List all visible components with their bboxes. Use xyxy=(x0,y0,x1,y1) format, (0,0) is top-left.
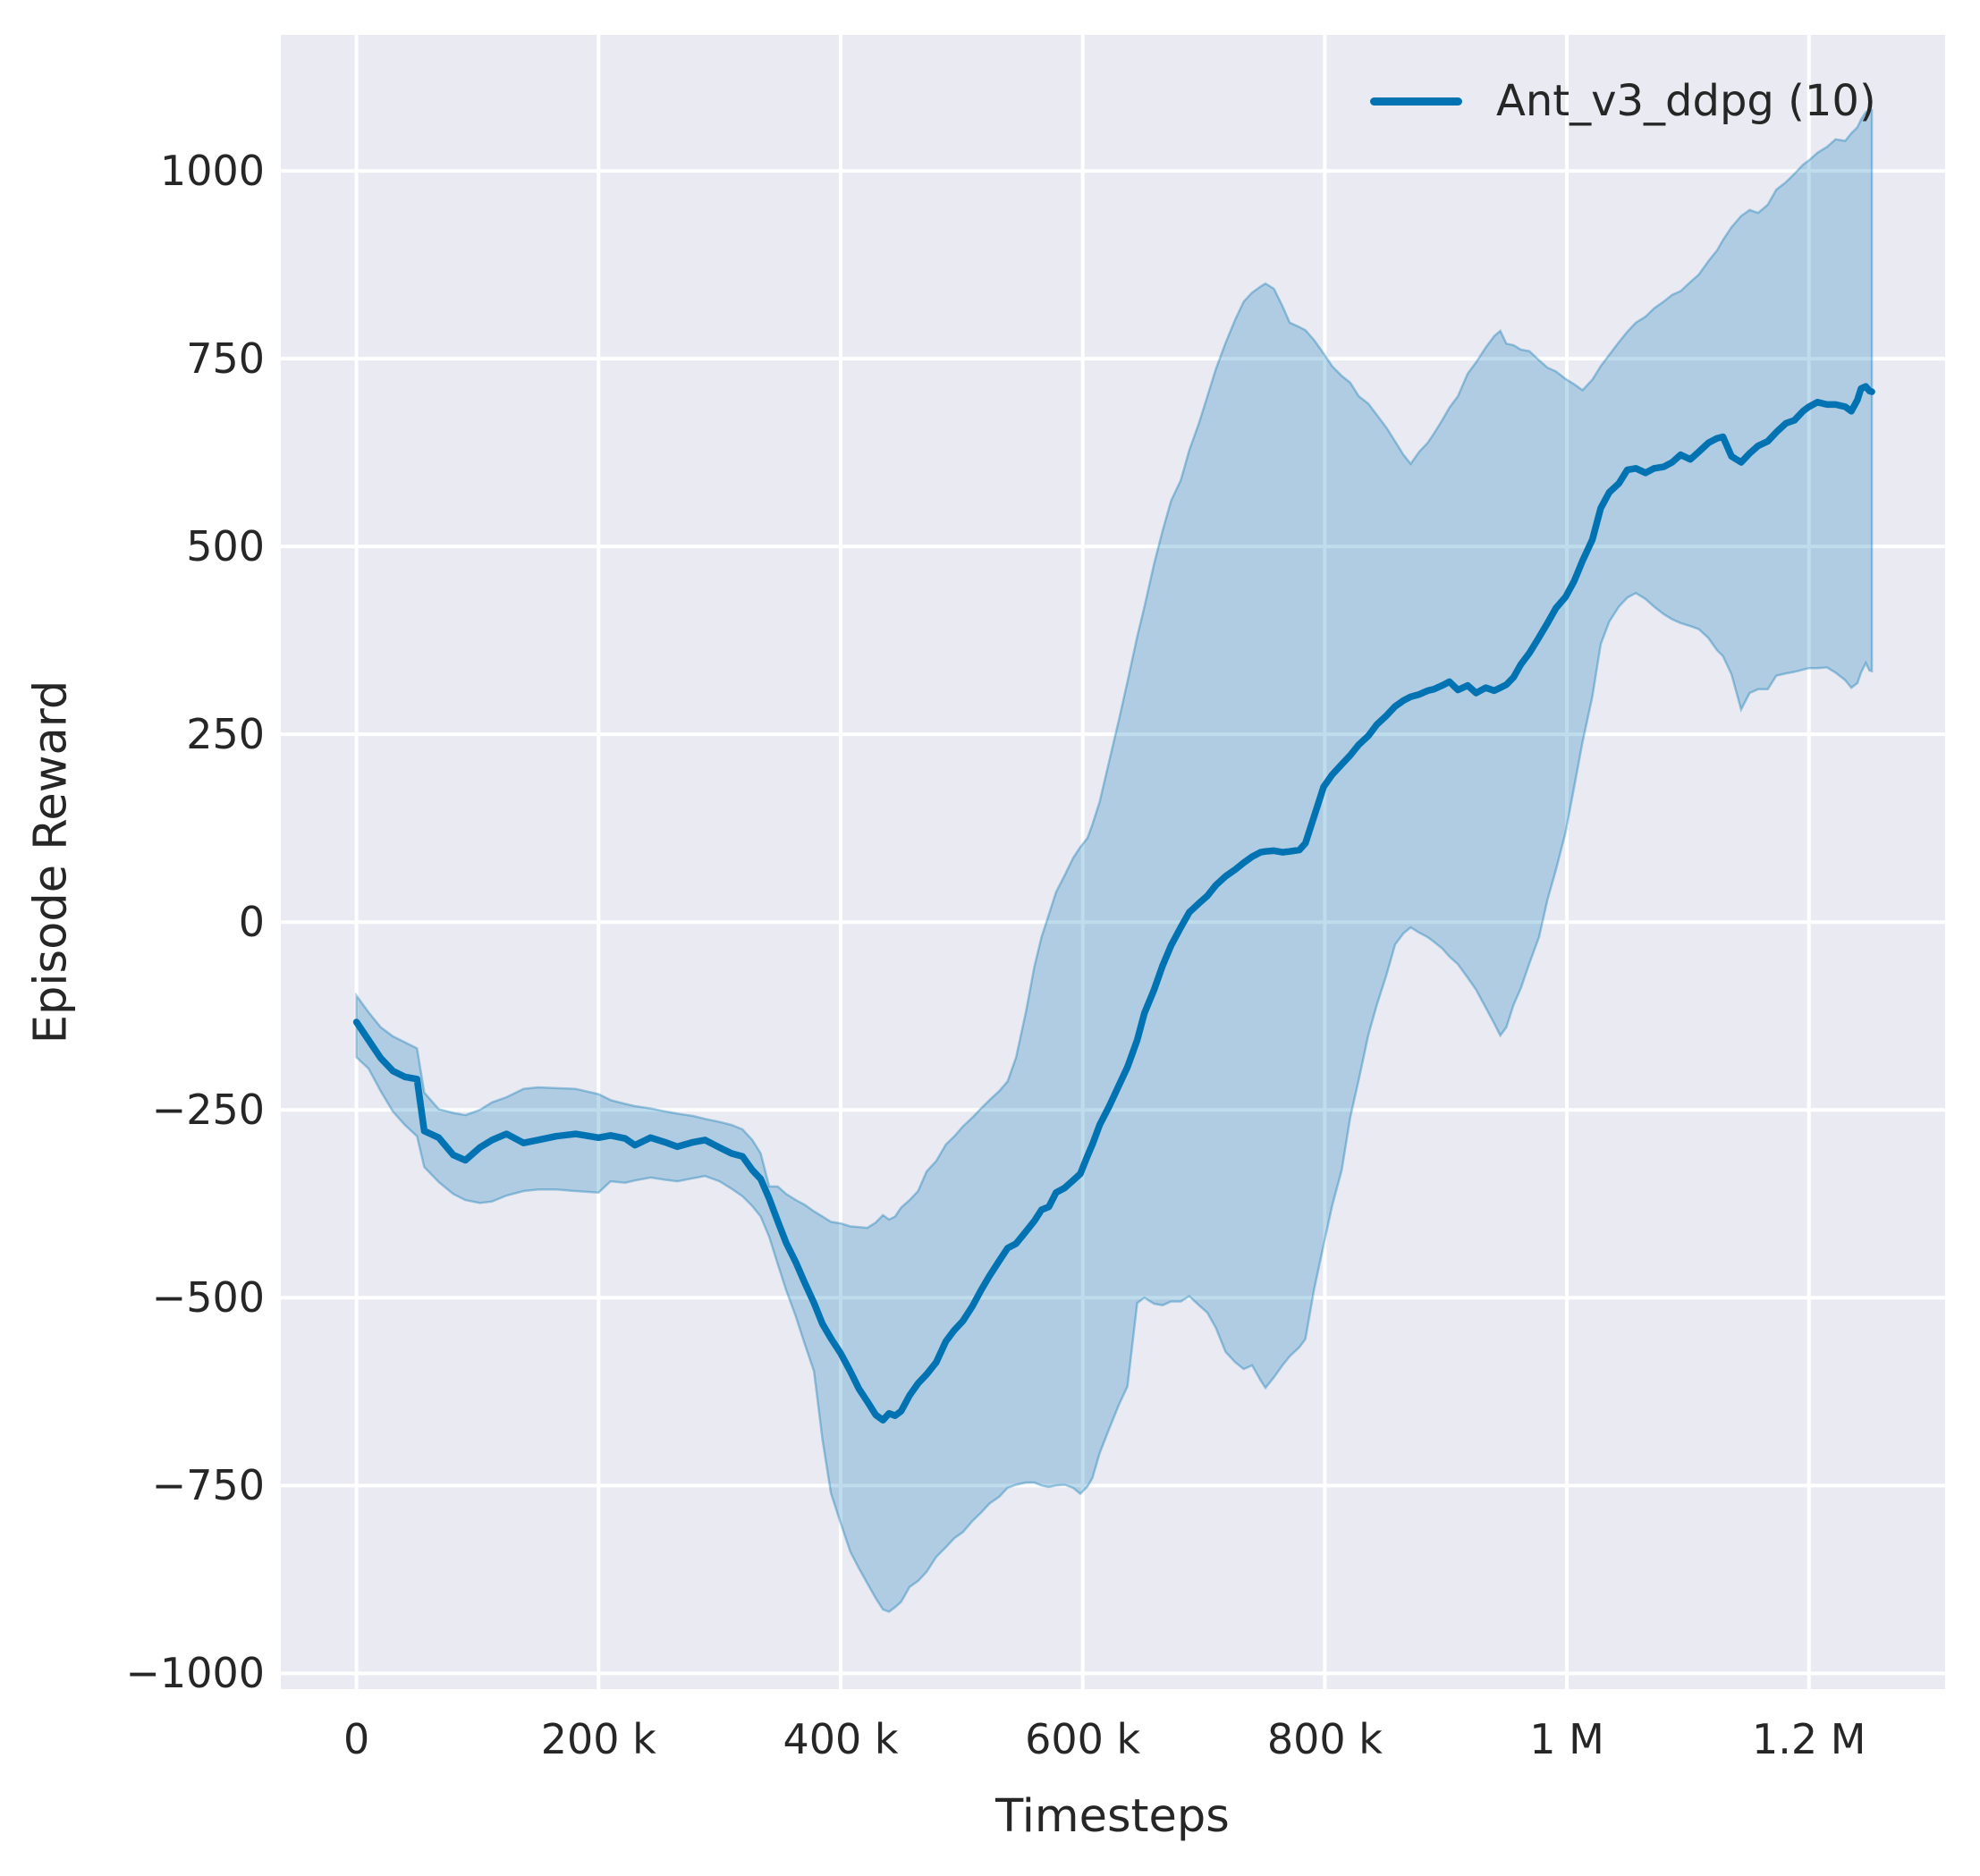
x-tick-label: 1.2 M xyxy=(1752,1715,1866,1763)
y-tick-label: −1000 xyxy=(125,1649,265,1698)
x-tick-label: 800 k xyxy=(1266,1715,1383,1763)
y-tick-label: 500 xyxy=(186,522,265,571)
x-axis-label: Timesteps xyxy=(995,1790,1230,1843)
x-tick-label: 1 M xyxy=(1529,1715,1604,1763)
y-tick-label: 750 xyxy=(186,334,265,384)
x-tick-label: 600 k xyxy=(1025,1715,1141,1763)
y-tick-label: 250 xyxy=(186,710,265,759)
x-tick-label: 0 xyxy=(343,1715,370,1763)
legend: Ant_v3_ddpg (10) xyxy=(1370,74,1876,128)
confidence-band xyxy=(355,108,1874,1613)
plot-background xyxy=(281,35,1945,1689)
y-tick-label: 1000 xyxy=(159,147,265,196)
y-axis-label: Episode Reward xyxy=(24,680,78,1044)
mean-line xyxy=(352,383,1875,1424)
y-tick-label: −500 xyxy=(151,1273,265,1322)
x-tick-label: 400 k xyxy=(783,1715,899,1763)
y-tick-label: −250 xyxy=(151,1086,265,1135)
x-tick-label: 200 k xyxy=(540,1715,656,1763)
grid-layer xyxy=(281,35,1945,1689)
legend-label: Ant_v3_ddpg (10) xyxy=(1496,76,1876,126)
y-tick-label: −750 xyxy=(151,1461,265,1510)
y-tick-label: 0 xyxy=(238,898,265,947)
legend-line-swatch xyxy=(1370,97,1462,106)
